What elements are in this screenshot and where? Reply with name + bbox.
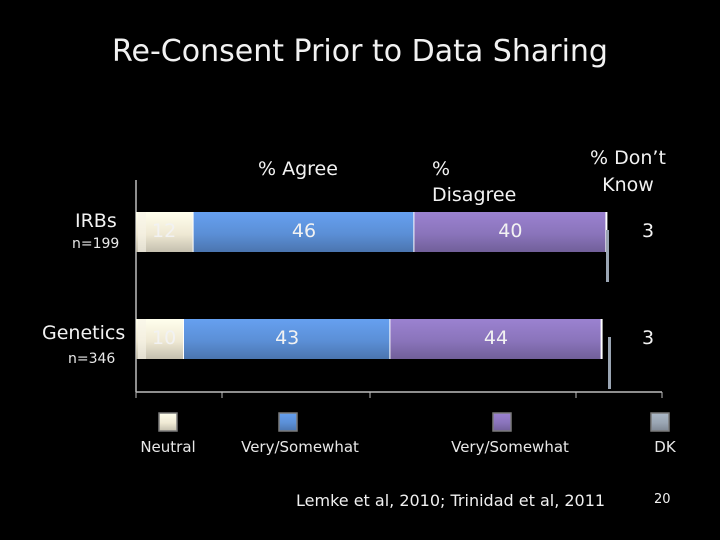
legend-label-dk: DK <box>654 438 676 456</box>
slide-title: Re-Consent Prior to Data Sharing <box>112 34 608 69</box>
page-number: 20 <box>654 492 671 507</box>
row-label-genetics: Genetics <box>42 322 126 344</box>
legend-swatch-disagree <box>492 412 512 432</box>
row-n-irbs: n=199 <box>72 236 120 252</box>
bar-disagree-genetics <box>390 319 602 359</box>
bar-agree-genetics <box>184 319 391 359</box>
legend-swatch-agree <box>278 412 298 432</box>
legend-label-neutral: Neutral <box>140 438 196 456</box>
header-agree: % Agree <box>258 158 338 180</box>
bar-dk-irbs <box>606 230 609 282</box>
legend-swatch-neutral <box>158 412 178 432</box>
bar-agree-irbs <box>193 212 415 252</box>
row-n-genetics: n=346 <box>68 351 116 367</box>
bar-disagree-irbs <box>414 212 607 252</box>
header-dk-line2: Know <box>602 174 654 196</box>
bar-highlight-irbs <box>138 212 146 252</box>
row-label-irbs: IRBs <box>75 210 117 232</box>
legend-swatch-dk <box>650 412 670 432</box>
bar-dk-genetics <box>608 337 611 389</box>
citation: Lemke et al, 2010; Trinidad et al, 2011 <box>296 491 606 510</box>
bar-highlight-genetics <box>138 319 146 359</box>
header-disagree-line1: % <box>432 158 451 180</box>
legend-label-disagree: Very/Somewhat <box>451 438 569 456</box>
legend-label-agree: Very/Somewhat <box>241 438 359 456</box>
header-dk-line1: % Don’t <box>590 147 666 169</box>
header-disagree-line2: Disagree <box>432 184 517 206</box>
